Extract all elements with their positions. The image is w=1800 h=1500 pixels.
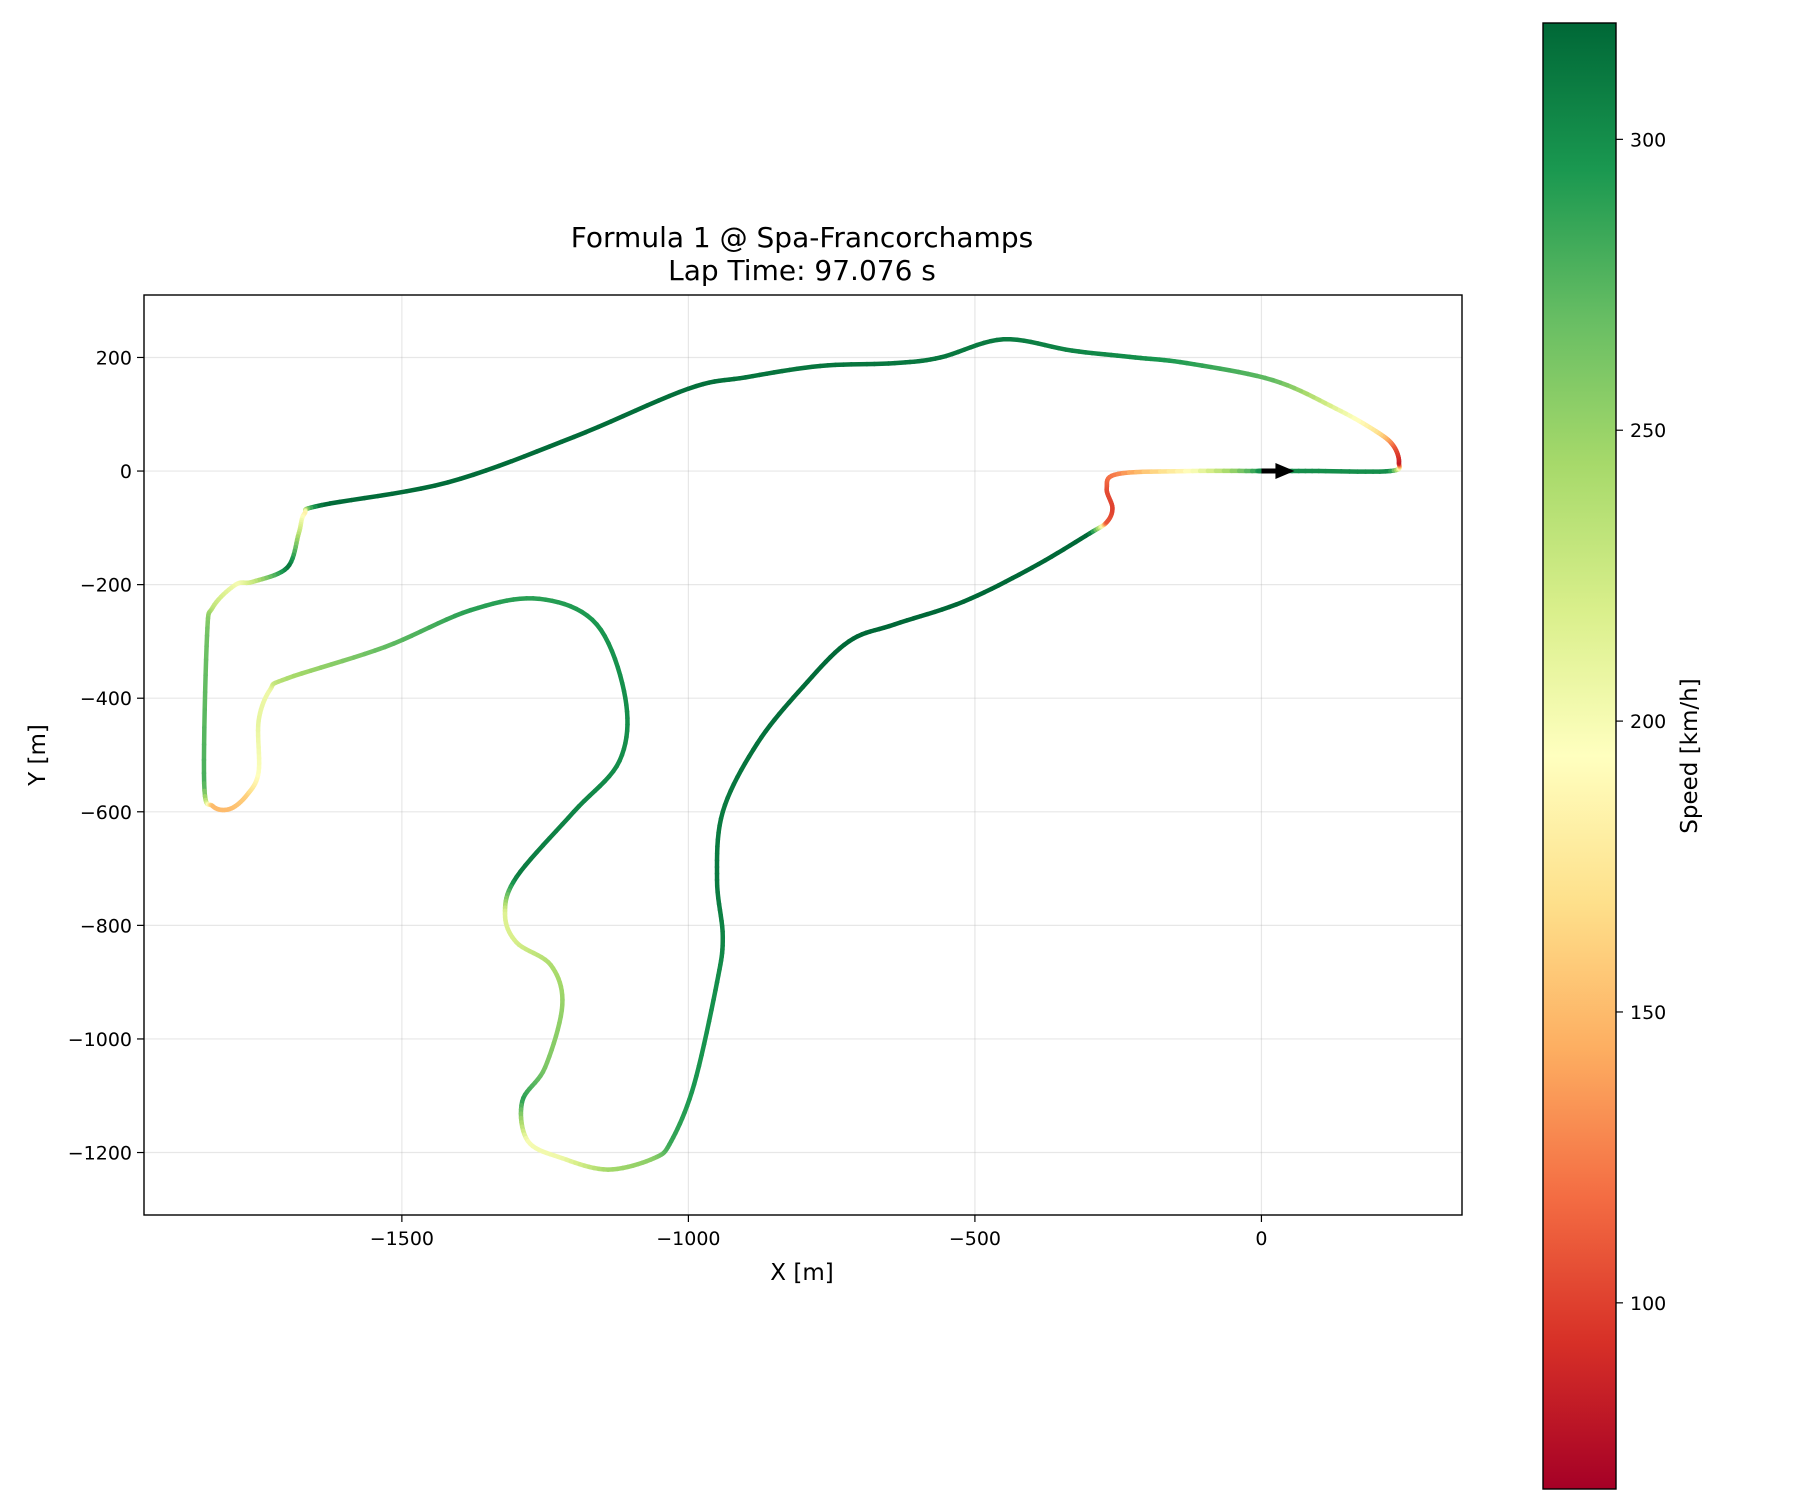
track-segment	[596, 419, 614, 430]
track-segment	[389, 489, 409, 497]
track-segment	[375, 491, 395, 499]
y-tick-label: −800	[80, 915, 132, 937]
y-tick-label: −600	[80, 802, 132, 824]
track-segment	[521, 449, 540, 459]
colorbar-ticks: 100 150 200 250 300	[1616, 129, 1666, 1315]
colorbar-label: Speed [km/h]	[1677, 678, 1703, 833]
colorbar-tick-label: 300	[1630, 129, 1666, 151]
y-tick-label: −1200	[68, 1143, 132, 1165]
x-tick-label: −1000	[656, 1228, 720, 1250]
colorbar-tick-label: 250	[1630, 420, 1666, 442]
x-tick-label: −500	[949, 1228, 1001, 1250]
y-tick-label: 0	[120, 461, 132, 483]
y-tick-label: 200	[96, 347, 132, 369]
x-tick-label: 0	[1255, 1228, 1267, 1250]
chart-subtitle: Lap Time: 97.076 s	[668, 254, 936, 287]
colorbar	[1542, 22, 1617, 1490]
colorbar-tick-label: 100	[1630, 1293, 1666, 1315]
y-axis-ticks: 200 0 −200 −400 −600 −800 −1000 −1200	[68, 347, 144, 1165]
track-segment	[608, 413, 626, 424]
x-axis-label: X [m]	[770, 1260, 833, 1286]
track-segment	[496, 459, 514, 469]
y-tick-label: −1000	[68, 1029, 132, 1051]
track-segment	[361, 493, 381, 501]
y-tick-label: −200	[80, 575, 132, 597]
start-arrow-head	[1275, 463, 1295, 480]
chart-title: Formula 1 @ Spa-Francorchamps	[571, 221, 1033, 254]
track-segment	[404, 486, 424, 494]
track-segment	[483, 463, 501, 473]
track-segment	[418, 483, 437, 491]
grid-lines	[144, 295, 1462, 1215]
x-axis-ticks: −1500 −1000 −500 0	[370, 1215, 1267, 1250]
x-tick-label: −1500	[370, 1228, 434, 1250]
track-segment	[509, 454, 527, 464]
y-tick-label: −400	[80, 688, 132, 710]
track-line	[201, 337, 1402, 1172]
colorbar-tick-label: 200	[1630, 711, 1666, 733]
y-axis-label: Y [m]	[25, 724, 51, 787]
start-direction-arrow	[1261, 463, 1295, 480]
colorbar-tick-label: 150	[1630, 1002, 1666, 1024]
plot-frame	[143, 294, 1463, 1216]
